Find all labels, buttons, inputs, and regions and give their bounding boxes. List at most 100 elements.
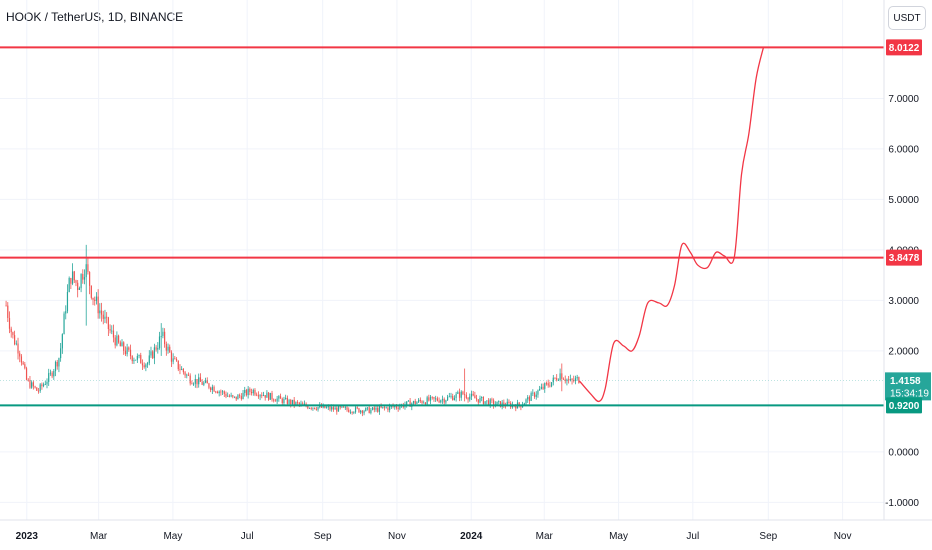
candle-body <box>281 398 283 403</box>
candle-body <box>256 394 258 396</box>
currency-unit-button[interactable]: USDT <box>888 6 926 30</box>
candle-body <box>290 400 292 405</box>
candle-body <box>182 368 184 373</box>
candle-body <box>158 336 161 348</box>
candle-body <box>155 347 157 350</box>
candle-body <box>41 384 43 387</box>
candle-body <box>569 379 571 381</box>
price-tick-label: 0.0000 <box>888 447 919 458</box>
candle-body <box>94 299 96 301</box>
candle-body <box>232 395 234 397</box>
candle-body <box>460 391 462 398</box>
candle-body <box>75 280 77 283</box>
candle-body <box>162 331 164 336</box>
candle-body <box>467 397 469 400</box>
candle-body <box>99 310 101 314</box>
candle-body <box>201 381 203 385</box>
last-price-countdown: 15:34:19 <box>890 388 929 399</box>
candle-body <box>407 400 409 402</box>
candle-body <box>215 391 217 393</box>
candle-body <box>42 384 45 387</box>
time-tick-label: Jul <box>686 531 699 542</box>
candle-body <box>175 359 178 361</box>
candle-body <box>308 407 311 409</box>
candle-body <box>179 369 181 371</box>
candle-body <box>8 317 11 329</box>
time-axis[interactable]: 2023 Mar May Jul Sep Nov 2024 Mar May Jul Sep Nov <box>0 519 932 542</box>
candle-body <box>286 397 288 404</box>
candle-body <box>157 347 159 350</box>
candle-body <box>426 397 428 405</box>
candle-body <box>216 391 219 394</box>
candle-body <box>87 264 89 272</box>
price-tick-label: -1.0000 <box>885 498 919 509</box>
candle-body <box>92 297 94 300</box>
candle-body <box>440 400 442 403</box>
candle-body <box>235 396 237 400</box>
candle-body <box>117 335 120 343</box>
candle-body <box>193 383 195 385</box>
candle-body <box>312 407 314 409</box>
candle-body <box>566 379 568 382</box>
candle-body <box>71 271 74 284</box>
candle-body <box>107 317 109 330</box>
candle-body <box>254 389 256 395</box>
candle-body <box>153 347 155 359</box>
price-tick-label: 5.0000 <box>888 195 919 206</box>
price-axis[interactable]: 7.00006.00005.00004.00003.00002.00000.00… <box>883 0 931 520</box>
time-tick-label: Jul <box>241 531 254 542</box>
candle-body <box>160 335 162 337</box>
candle-body <box>60 348 62 359</box>
candle-body <box>135 359 137 361</box>
candle-body <box>83 277 86 280</box>
candle-body <box>331 407 333 410</box>
candle-body <box>261 395 263 396</box>
candle-body <box>370 409 372 414</box>
candle-body <box>252 389 254 394</box>
candle-body <box>452 396 454 401</box>
candle-body <box>550 382 553 387</box>
candle-body <box>371 407 374 410</box>
candle-body <box>542 386 544 389</box>
candle-body <box>482 397 484 404</box>
candle-body <box>564 379 566 382</box>
candle-body <box>481 397 483 398</box>
candle-body <box>489 399 491 406</box>
candle-body <box>102 314 104 319</box>
candle-body <box>344 407 346 409</box>
candle-body <box>443 398 445 403</box>
candle-body <box>121 342 123 347</box>
candle-body <box>477 399 479 403</box>
candle-body <box>441 398 444 401</box>
candle-body <box>300 403 302 405</box>
candle-body <box>475 398 478 400</box>
candle-body <box>498 401 500 402</box>
candle-body <box>576 377 578 379</box>
candle-body <box>506 401 508 407</box>
candle-body <box>204 380 207 383</box>
candle-body <box>17 343 19 354</box>
candle-body <box>303 403 306 405</box>
candle-body <box>450 396 452 397</box>
candle-body <box>221 391 224 393</box>
candle-body <box>438 400 440 403</box>
candle-body <box>394 406 396 408</box>
candle-body <box>361 410 363 414</box>
candle-body <box>22 362 24 365</box>
candle-body <box>533 392 536 397</box>
candle-body <box>37 390 40 392</box>
candle-body <box>532 392 534 394</box>
candle-body <box>169 346 171 353</box>
candle-body <box>296 402 299 403</box>
candle-body <box>56 361 58 367</box>
candle-body <box>53 371 55 377</box>
candle-body <box>266 392 268 398</box>
candle-body <box>199 377 202 382</box>
candle-body <box>365 407 367 412</box>
candle-body <box>373 407 375 410</box>
candle-body <box>470 393 473 397</box>
candle-body <box>189 375 191 384</box>
candle-body <box>285 397 287 399</box>
